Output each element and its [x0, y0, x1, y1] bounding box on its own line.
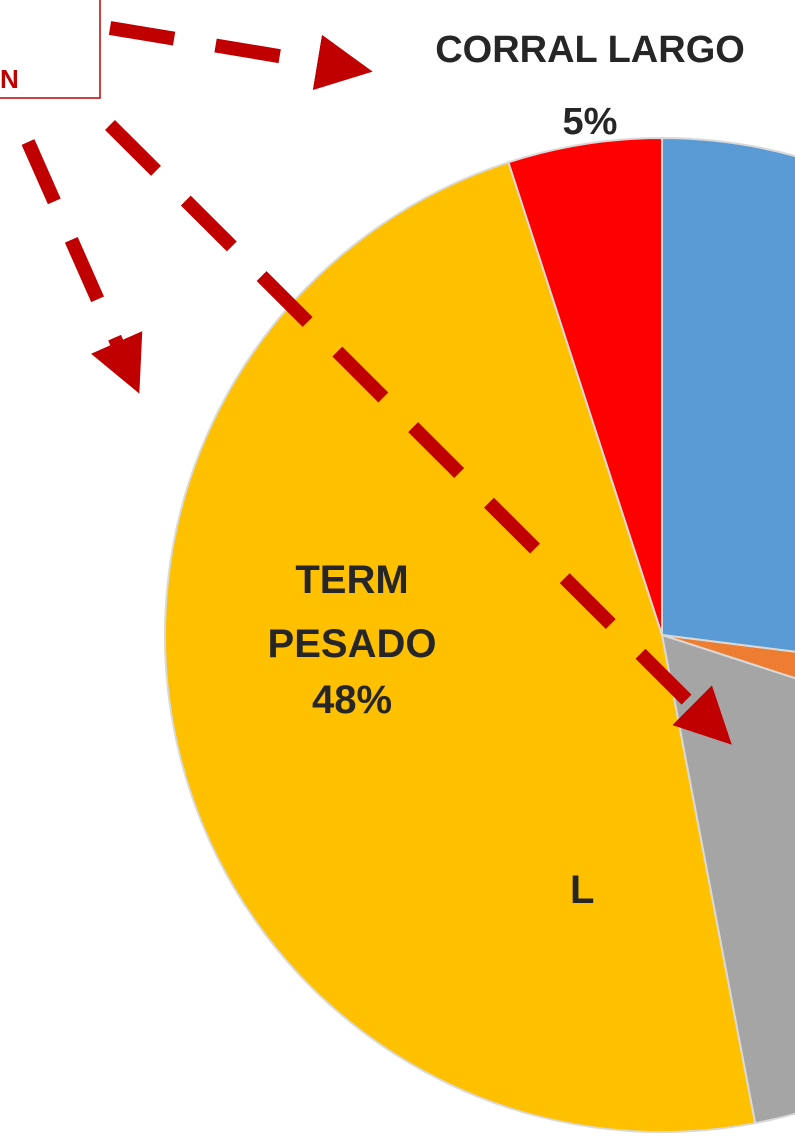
arrow [108, 21, 373, 91]
arrow [105, 120, 732, 745]
pie-slice [661, 136, 795, 653]
slice-label: CORRAL LARGO [435, 29, 745, 71]
annotation-box [0, 0, 101, 99]
pie-slice [507, 136, 663, 636]
slice-label: L [570, 868, 595, 912]
slice-label: TERM PESADO [267, 558, 437, 666]
arrow [21, 139, 143, 394]
slice-value-label: 5% [562, 101, 618, 143]
slice-value-label: 48% [311, 678, 393, 722]
pie-slice [660, 633, 795, 1125]
annotation: N [0, 64, 19, 94]
pie-slice [163, 161, 757, 1134]
slices [163, 136, 795, 1134]
